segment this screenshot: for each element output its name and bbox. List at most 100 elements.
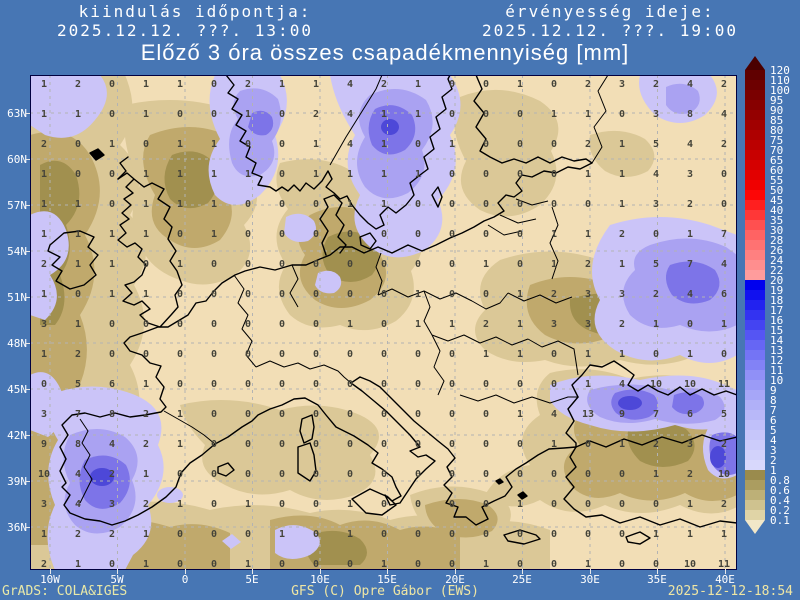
grid-value: 0: [176, 289, 184, 300]
grid-value: 0: [550, 499, 558, 510]
grid-value: 2: [312, 109, 320, 120]
grid-value: 0: [244, 469, 252, 480]
grid-value: 1: [686, 349, 694, 360]
lon-tick-label: 35E: [647, 573, 667, 586]
grid-value: 4: [346, 139, 354, 150]
lon-tick: [455, 569, 456, 574]
grid-value: 0: [652, 559, 660, 570]
grid-value: 0: [244, 229, 252, 240]
grid-value: 0: [482, 469, 490, 480]
lon-tick: [522, 569, 523, 574]
grid-value: 10: [717, 469, 731, 480]
grid-value: 7: [652, 409, 660, 420]
colorbar-label: 90: [770, 104, 784, 117]
grid-value: 4: [108, 439, 116, 450]
grid-value: 0: [414, 379, 422, 390]
lon-tick-label: 15E: [377, 573, 397, 586]
precipitation-colorbar: 120 110 100 95 90 85 80 75 70 65 60 55 50 45 40 35 30 28 2…: [745, 56, 799, 548]
grid-value: 2: [720, 499, 728, 510]
grid-value: 1: [652, 529, 660, 540]
colorbar-label: 40: [770, 204, 784, 217]
grid-value: 0: [244, 199, 252, 210]
grid-value: 2: [584, 259, 592, 270]
grid-value: 5: [720, 409, 728, 420]
colorbar-segment: [745, 510, 765, 520]
colorbar-label: 70: [770, 144, 784, 157]
grid-value: 1: [652, 469, 660, 480]
grid-value: 2: [244, 79, 252, 90]
grid-value: 2: [40, 259, 48, 270]
colorbar-label: 26: [770, 244, 784, 257]
grid-value: 0: [210, 289, 218, 300]
colorbar-label: 60: [770, 164, 784, 177]
grid-value: 0: [448, 409, 456, 420]
grid-value: 0: [482, 379, 490, 390]
grid-value: 1: [312, 169, 320, 180]
grid-value: 0: [414, 229, 422, 240]
colorbar-segment: [745, 410, 765, 420]
grid-value: 0: [74, 169, 82, 180]
grid-value: 0: [380, 229, 388, 240]
grid-value: 0: [652, 499, 660, 510]
lon-tick-label: 10E: [310, 573, 330, 586]
grid-value: 0: [312, 199, 320, 210]
grid-value: 1: [584, 229, 592, 240]
grid-value: 0: [618, 559, 626, 570]
grid-value: 0: [142, 319, 150, 330]
grid-value: 10: [37, 469, 51, 480]
grid-value: 1: [108, 289, 116, 300]
grid-value: 3: [652, 199, 660, 210]
grid-value: 1: [142, 469, 150, 480]
grid-value: 0: [142, 139, 150, 150]
grid-value: 0: [176, 469, 184, 480]
grid-value: 1: [720, 529, 728, 540]
grid-value: 0: [346, 439, 354, 450]
colorbar-segment: [745, 80, 765, 90]
grid-value: 1: [278, 79, 286, 90]
grid-value: 0: [278, 259, 286, 270]
grid-value: 1: [108, 259, 116, 270]
colorbar-segment: [745, 90, 765, 100]
grid-value: 2: [720, 139, 728, 150]
grid-value: 0: [720, 349, 728, 360]
grid-value: 0: [448, 109, 456, 120]
grid-value: 0: [414, 259, 422, 270]
grid-value: 7: [686, 259, 694, 270]
colorbar-label: 24: [770, 254, 784, 267]
grid-value: 0: [278, 469, 286, 480]
colorbar-segment: [745, 140, 765, 150]
grid-value: 0: [448, 289, 456, 300]
grid-value: 0: [380, 349, 388, 360]
grid-value: 1: [618, 259, 626, 270]
grid-value: 1: [516, 499, 524, 510]
grid-value: 0: [448, 559, 456, 570]
colorbar-segment: [745, 450, 765, 460]
grid-value: 4: [720, 109, 728, 120]
grid-value: 11: [717, 559, 731, 570]
grid-value: 0: [312, 379, 320, 390]
europe-precipitation-map: [30, 75, 737, 570]
colorbar-segment: [745, 230, 765, 240]
grid-value: 3: [550, 319, 558, 330]
colorbar-segment: [745, 110, 765, 120]
lon-tick: [185, 569, 186, 574]
lat-tick-label: 45N: [7, 383, 27, 396]
grid-value: 0: [482, 199, 490, 210]
grid-value: 1: [550, 109, 558, 120]
grid-value: 2: [686, 469, 694, 480]
lon-tick: [117, 569, 118, 574]
grid-value: 0: [448, 469, 456, 480]
grid-value: 0: [312, 259, 320, 270]
grid-value: 1: [618, 169, 626, 180]
grid-value: 0: [380, 289, 388, 300]
grid-value: 0: [380, 439, 388, 450]
grid-value: 1: [686, 499, 694, 510]
grid-value: 2: [652, 439, 660, 450]
grid-value: 2: [686, 199, 694, 210]
grid-value: 1: [40, 169, 48, 180]
grid-value: 1: [142, 79, 150, 90]
grid-value: 0: [278, 379, 286, 390]
colorbar-segment: [745, 120, 765, 130]
grid-value: 0: [176, 559, 184, 570]
